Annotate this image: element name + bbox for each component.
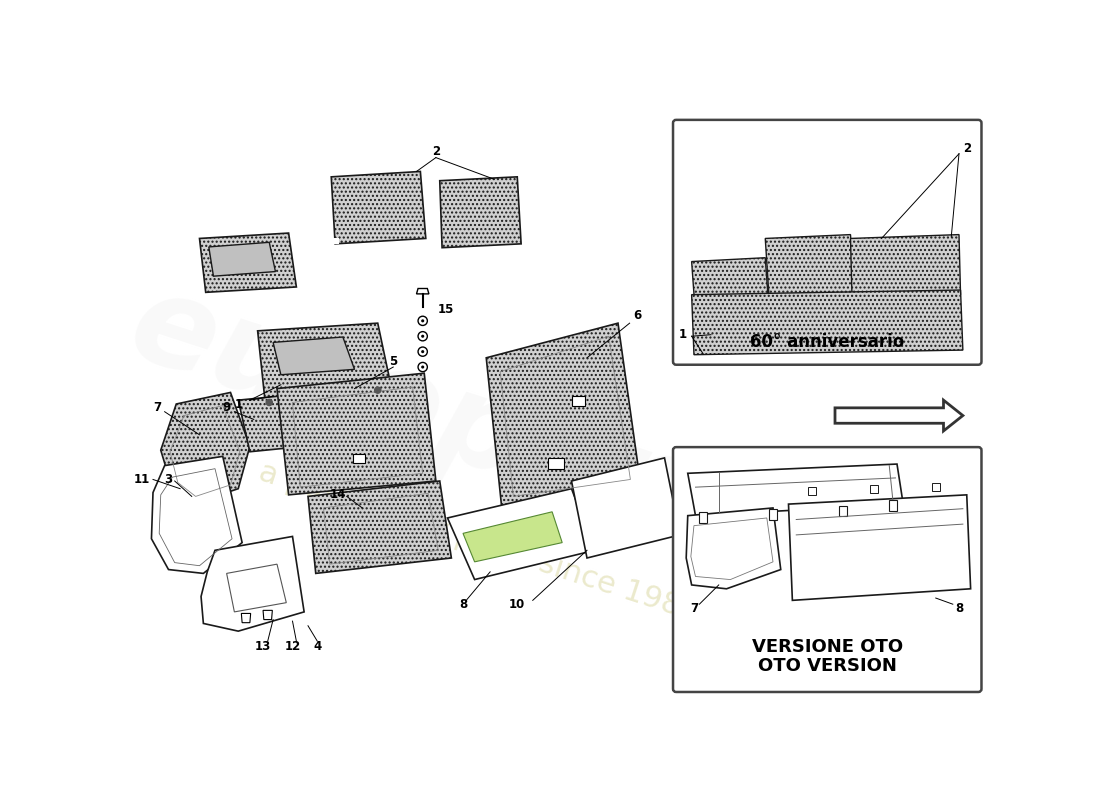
Text: 60° anniversario: 60° anniversario xyxy=(750,334,904,351)
Polygon shape xyxy=(257,323,394,404)
Polygon shape xyxy=(333,238,339,244)
Polygon shape xyxy=(201,537,304,631)
Polygon shape xyxy=(331,171,426,244)
Polygon shape xyxy=(839,506,847,517)
Circle shape xyxy=(418,332,427,341)
Polygon shape xyxy=(199,233,296,292)
Polygon shape xyxy=(463,512,562,562)
Polygon shape xyxy=(692,258,769,315)
Text: 1: 1 xyxy=(234,398,242,410)
Polygon shape xyxy=(440,177,521,248)
Polygon shape xyxy=(766,234,855,298)
Bar xyxy=(572,396,585,406)
Text: 8: 8 xyxy=(955,602,964,614)
Circle shape xyxy=(266,399,273,406)
Text: 11: 11 xyxy=(133,473,150,486)
Polygon shape xyxy=(889,500,896,511)
Text: a passion for parts since 1985: a passion for parts since 1985 xyxy=(255,458,702,628)
Polygon shape xyxy=(239,394,304,452)
Polygon shape xyxy=(850,234,960,298)
Text: 12: 12 xyxy=(285,640,300,653)
Text: 10: 10 xyxy=(509,598,526,610)
Polygon shape xyxy=(932,483,939,491)
Polygon shape xyxy=(308,481,451,574)
Polygon shape xyxy=(161,393,250,504)
Text: 4: 4 xyxy=(314,640,321,653)
Polygon shape xyxy=(417,289,429,294)
Bar xyxy=(548,458,563,469)
Polygon shape xyxy=(688,464,903,516)
FancyBboxPatch shape xyxy=(673,447,981,692)
Polygon shape xyxy=(835,400,962,431)
Text: 6: 6 xyxy=(634,309,641,322)
Text: europarts: europarts xyxy=(116,263,811,591)
Circle shape xyxy=(421,350,425,353)
Polygon shape xyxy=(700,512,707,522)
Text: 2: 2 xyxy=(962,142,971,155)
Text: 9: 9 xyxy=(222,402,231,414)
Text: VERSIONE OTO: VERSIONE OTO xyxy=(751,638,903,655)
Polygon shape xyxy=(807,487,815,495)
Circle shape xyxy=(421,334,425,338)
Bar xyxy=(353,454,365,463)
Text: 7: 7 xyxy=(690,602,698,614)
Polygon shape xyxy=(870,485,878,493)
Polygon shape xyxy=(209,242,275,276)
Text: 3: 3 xyxy=(164,473,173,486)
Polygon shape xyxy=(273,337,354,374)
Circle shape xyxy=(418,362,427,372)
Text: 7: 7 xyxy=(153,402,161,414)
Polygon shape xyxy=(152,456,242,574)
Circle shape xyxy=(418,347,427,356)
FancyBboxPatch shape xyxy=(673,120,981,365)
Polygon shape xyxy=(769,509,777,519)
Polygon shape xyxy=(263,610,273,619)
Polygon shape xyxy=(486,323,641,508)
Text: 5: 5 xyxy=(389,355,397,368)
Polygon shape xyxy=(277,373,436,495)
Text: OTO VERSION: OTO VERSION xyxy=(758,657,896,675)
Text: 13: 13 xyxy=(255,640,272,653)
Text: 1: 1 xyxy=(679,328,688,341)
Circle shape xyxy=(421,366,425,369)
Polygon shape xyxy=(572,458,680,558)
Circle shape xyxy=(421,319,425,322)
Polygon shape xyxy=(692,290,962,354)
Polygon shape xyxy=(241,614,251,622)
Text: 15: 15 xyxy=(438,302,454,316)
Circle shape xyxy=(375,387,381,394)
Polygon shape xyxy=(448,489,595,579)
Text: 14: 14 xyxy=(329,488,345,502)
Text: 2: 2 xyxy=(432,145,440,158)
Text: 8: 8 xyxy=(459,598,468,610)
Polygon shape xyxy=(789,495,970,600)
Polygon shape xyxy=(686,508,781,589)
Circle shape xyxy=(418,316,427,326)
